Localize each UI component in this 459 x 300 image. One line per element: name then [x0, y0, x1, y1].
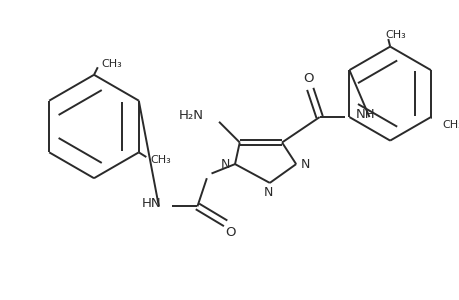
Text: NH: NH: [355, 108, 374, 121]
Text: N: N: [300, 158, 309, 171]
Text: CH₃: CH₃: [441, 120, 459, 130]
Text: CH₃: CH₃: [385, 30, 405, 40]
Text: H₂N: H₂N: [179, 109, 204, 122]
Text: N: N: [220, 158, 230, 171]
Text: HN: HN: [142, 197, 162, 210]
Text: O: O: [302, 72, 313, 85]
Text: O: O: [224, 226, 235, 239]
Text: CH₃: CH₃: [101, 58, 122, 68]
Text: N: N: [263, 186, 272, 199]
Text: CH₃: CH₃: [150, 155, 170, 165]
